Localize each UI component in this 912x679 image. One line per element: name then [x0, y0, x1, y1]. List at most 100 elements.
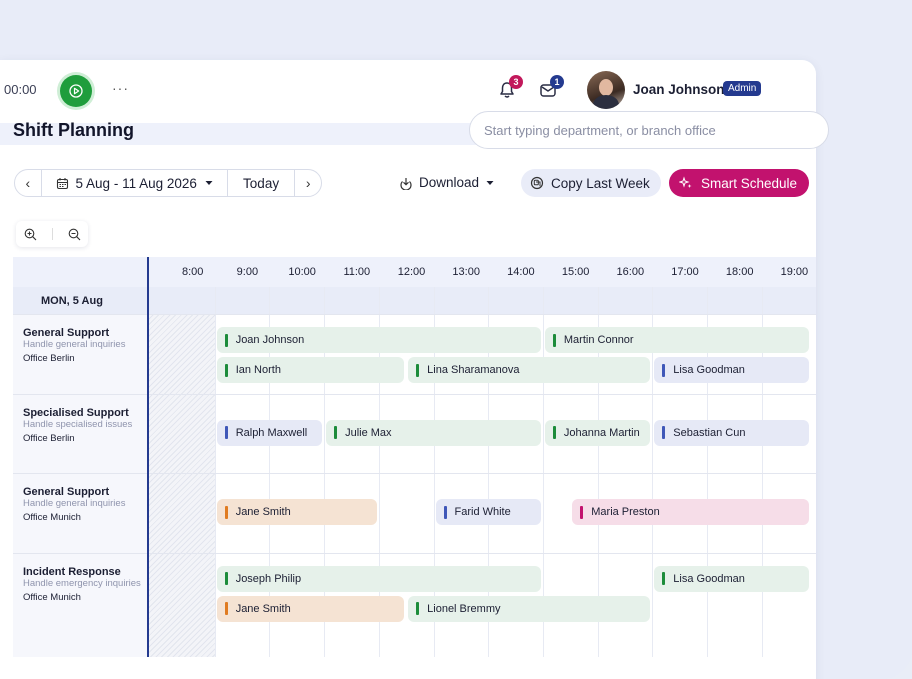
next-week-button[interactable]: › [305, 175, 311, 191]
department-cell[interactable]: Incident Response Handle emergency inquir… [23, 566, 143, 603]
user-name[interactable]: Joan Johnson [633, 82, 725, 97]
shift-block[interactable]: Joan Johnson [216, 327, 541, 353]
messages-icon[interactable] [538, 80, 558, 100]
copy-icon [530, 176, 544, 190]
copy-last-week-button[interactable]: Copy Last Week [521, 169, 661, 197]
today-button[interactable]: Today [243, 175, 280, 191]
row-divider [13, 552, 816, 554]
department-cell[interactable]: General Support Handle general inquiries O… [23, 486, 143, 523]
hour-gridline [488, 287, 490, 657]
shift-employee-name: Jane Smith [235, 602, 291, 615]
hour-label: 10:00 [288, 266, 316, 278]
shift-color-marker [334, 426, 338, 439]
hour-gridline [378, 287, 380, 657]
row-divider [13, 314, 816, 315]
shift-color-marker [662, 572, 666, 585]
shift-block[interactable]: Lionel Bremmy [408, 595, 651, 622]
shift-block[interactable]: Johanna Martin [544, 419, 651, 446]
shift-employee-name: Jane Smith [235, 506, 291, 518]
sparkle-icon [679, 176, 692, 188]
department-name: General Support [23, 327, 110, 339]
department-office: Office Munich [23, 512, 81, 523]
play-icon [69, 84, 83, 98]
shift-block[interactable]: Martin Connor [544, 327, 809, 353]
department-description: Handle general inquiries [23, 498, 126, 509]
shift-employee-name: Joseph Philip [235, 572, 302, 585]
department-cell[interactable]: General Support Handle general inquiries O… [23, 327, 143, 364]
shift-block[interactable]: Joseph Philip [216, 565, 541, 592]
shift-color-marker [662, 426, 666, 439]
department-description: Handle general inquiries [23, 339, 126, 350]
shift-employee-name: Ian North [235, 364, 281, 376]
shift-block[interactable]: Lisa Goodman [654, 357, 809, 383]
smart-schedule-label: Smart Schedule [701, 175, 798, 191]
hour-gridline [652, 287, 654, 657]
row-divider [13, 393, 816, 395]
department-description: Handle specialised issues [23, 418, 133, 430]
search-input[interactable] [469, 111, 829, 149]
hour-gridline [707, 287, 708, 657]
shift-color-marker [662, 363, 666, 377]
shift-employee-name: Farid White [454, 506, 511, 518]
play-button[interactable] [60, 75, 92, 107]
shift-color-marker [224, 572, 228, 585]
shift-employee-name: Lionel Bremmy [427, 602, 501, 615]
shift-color-marker [224, 363, 228, 377]
shift-block[interactable]: Jane Smith [216, 595, 405, 622]
department-office: Office Berlin [23, 353, 75, 364]
zoom-in-icon[interactable] [24, 228, 37, 241]
zoom-out-icon[interactable] [68, 228, 81, 241]
date-range-picker[interactable]: 5 Aug - 11 Aug 2026 [42, 176, 227, 191]
shift-block[interactable]: Sebastian Cun [654, 419, 809, 446]
shift-block[interactable]: Lina Sharamanova [408, 357, 651, 383]
unavailable-hatch [149, 314, 215, 657]
department-cell[interactable]: Specialised Support Handle specialised is… [23, 407, 143, 444]
hour-label: 12:00 [397, 266, 426, 278]
shift-color-marker [443, 505, 447, 519]
hour-label: 8:00 [181, 266, 204, 278]
shift-employee-name: Joan Johnson [235, 334, 305, 346]
shift-color-marker [224, 426, 228, 439]
shift-block[interactable]: Ian North [216, 357, 405, 383]
shift-color-marker [224, 602, 228, 615]
prev-week-button[interactable]: ‹ [25, 175, 31, 191]
hour-label: 16:00 [616, 266, 645, 278]
shift-block[interactable]: Jane Smith [216, 499, 377, 525]
shift-color-marker [552, 426, 556, 439]
shift-block[interactable]: Farid White [435, 499, 541, 525]
shift-block[interactable]: Ralph Maxwell [216, 419, 323, 446]
messages-count-badge: 1 [550, 75, 564, 89]
hour-gridline [761, 287, 763, 657]
hour-gridline [433, 287, 435, 657]
current-time-line [147, 257, 149, 657]
shift-color-marker [416, 363, 420, 377]
department-description: Handle emergency inquiries [23, 577, 141, 589]
more-menu-button[interactable]: ··· [112, 80, 129, 96]
shift-employee-name: Sebastian Cun [673, 426, 746, 439]
shift-employee-name: Lisa Goodman [673, 364, 745, 376]
department-office: Office Berlin [23, 432, 75, 444]
hour-gridline [597, 287, 599, 657]
shift-block[interactable]: Julie Max [326, 419, 541, 446]
hour-label: 15:00 [561, 266, 590, 278]
smart-schedule-button[interactable]: Smart Schedule [669, 169, 809, 197]
hour-label: 19:00 [780, 266, 809, 278]
download-button[interactable]: Download [399, 175, 495, 190]
shift-color-marker [580, 505, 584, 519]
shift-block[interactable]: Maria Preston [572, 499, 809, 525]
hour-label: 18:00 [725, 266, 754, 278]
shift-employee-name: Julie Max [345, 426, 392, 439]
download-label: Download [419, 175, 480, 190]
hour-gridline [542, 287, 544, 657]
zoom-controls [16, 221, 88, 247]
department-column [13, 314, 147, 657]
date-navigator: ‹ 5 Aug - 11 Aug 2026 Today › [14, 169, 322, 197]
shift-employee-name: Lisa Goodman [673, 572, 745, 585]
row-divider [13, 473, 816, 474]
user-avatar[interactable] [587, 71, 625, 109]
shift-block[interactable]: Lisa Goodman [654, 565, 809, 592]
hour-gridline [214, 287, 216, 657]
shift-employee-name: Ralph Maxwell [235, 426, 308, 439]
shift-employee-name: Maria Preston [591, 506, 660, 518]
